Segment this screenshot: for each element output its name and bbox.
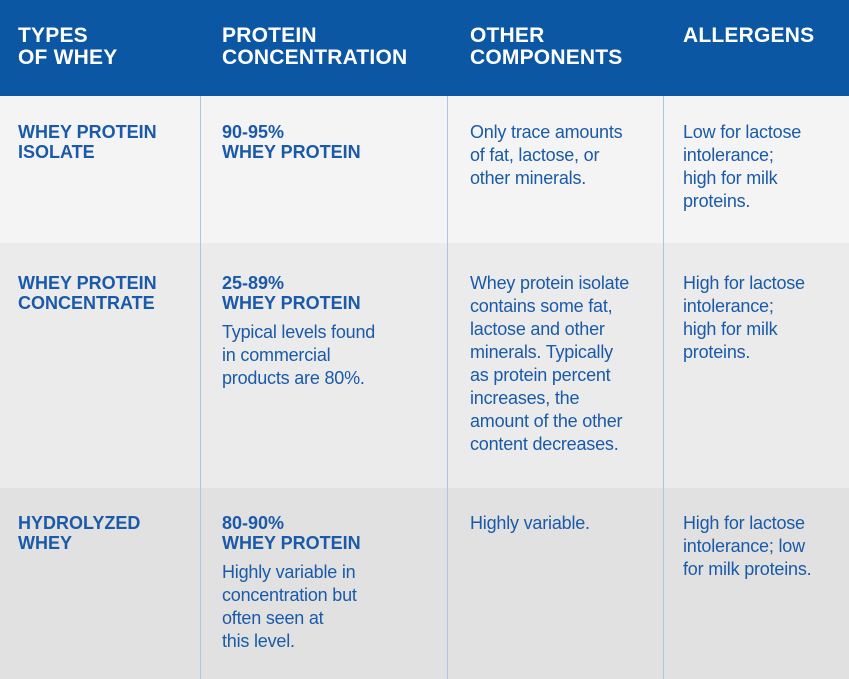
other-text: lactose and other xyxy=(470,319,605,339)
other-components: Whey protein isolate contains some fat, la… xyxy=(470,272,629,456)
other-text: Whey protein isolate xyxy=(470,273,630,293)
allergen-text: proteins. xyxy=(683,342,751,362)
concentration-note: Highly variable in concentration but often… xyxy=(222,561,361,653)
whey-type: WHEY PROTEIN CONCENTRATE xyxy=(18,273,157,313)
other-text: minerals. Typically xyxy=(470,342,613,362)
header-text: TYPES xyxy=(18,24,88,47)
concentration-text: 25-89% xyxy=(222,273,285,293)
allergen-text: Low for lactose xyxy=(683,122,802,142)
allergens: High for lactose intolerance; high for mil… xyxy=(683,272,805,364)
header-text: OF WHEY xyxy=(18,46,118,69)
header-band xyxy=(0,0,849,96)
type-text: CONCENTRATE xyxy=(18,293,155,313)
type-text: ISOLATE xyxy=(18,142,95,162)
note-text: in commercial xyxy=(222,345,331,365)
column-divider xyxy=(663,96,664,679)
type-text: HYDROLYZED xyxy=(18,513,141,533)
note-text: often seen at xyxy=(222,608,324,628)
other-text: amount of the other xyxy=(470,411,623,431)
allergen-text: high for milk xyxy=(683,168,778,188)
concentration-text: 90-95% xyxy=(222,122,285,142)
column-divider xyxy=(200,96,201,679)
other-text: content decreases. xyxy=(470,434,619,454)
note-text: Typical levels found xyxy=(222,322,376,342)
concentration-note: Typical levels found in commercial product… xyxy=(222,321,375,390)
header-text: COMPONENTS xyxy=(470,46,623,69)
other-text: Only trace amounts xyxy=(470,122,623,142)
allergens: Low for lactose intolerance; high for milk… xyxy=(683,121,801,213)
other-text: as protein percent xyxy=(470,365,611,385)
other-text: contains some fat, xyxy=(470,296,613,316)
allergen-text: High for lactose xyxy=(683,513,805,533)
concentration-text: WHEY PROTEIN xyxy=(222,293,361,313)
other-text: of fat, lactose, or xyxy=(470,145,600,165)
allergen-text: intolerance; low xyxy=(683,536,805,556)
allergen-text: intolerance; xyxy=(683,296,774,316)
row-band xyxy=(0,488,849,679)
note-text: Highly variable in xyxy=(222,562,356,582)
allergen-text: for milk proteins. xyxy=(683,559,812,579)
type-text: WHEY PROTEIN xyxy=(18,273,157,293)
concentration-headline: 90-95% WHEY PROTEIN xyxy=(222,122,361,162)
header-cell: PROTEIN CONCENTRATION xyxy=(222,25,407,69)
other-components: Only trace amounts of fat, lactose, or oth… xyxy=(470,121,623,190)
header-cell: TYPES OF WHEY xyxy=(18,25,117,69)
other-components: Highly variable. xyxy=(470,512,590,535)
other-text: increases, the xyxy=(470,388,580,408)
concentration-headline: 25-89% WHEY PROTEIN xyxy=(222,273,375,313)
note-text: products are 80%. xyxy=(222,368,365,388)
allergens: High for lactose intolerance; low for milk… xyxy=(683,512,812,581)
column-divider xyxy=(447,96,448,679)
row-band xyxy=(0,243,849,488)
header-cell: ALLERGENS xyxy=(683,25,814,47)
note-text: this level. xyxy=(222,631,295,651)
header-text: OTHER xyxy=(470,24,545,47)
allergen-text: High for lactose xyxy=(683,273,805,293)
allergen-text: high for milk xyxy=(683,319,778,339)
whey-type: WHEY PROTEIN ISOLATE xyxy=(18,122,157,162)
header-text: PROTEIN xyxy=(222,24,317,47)
concentration-cell: 90-95% WHEY PROTEIN xyxy=(222,122,361,162)
other-text: Highly variable. xyxy=(470,513,590,533)
type-text: WHEY PROTEIN xyxy=(18,122,157,142)
concentration-text: 80-90% xyxy=(222,513,285,533)
concentration-headline: 80-90% WHEY PROTEIN xyxy=(222,513,361,553)
note-text: concentration but xyxy=(222,585,357,605)
allergen-text: intolerance; xyxy=(683,145,774,165)
whey-type: HYDROLYZED WHEY xyxy=(18,513,140,553)
header-cell: OTHER COMPONENTS xyxy=(470,25,623,69)
other-text: other minerals. xyxy=(470,168,587,188)
row-band xyxy=(0,96,849,243)
type-text: WHEY xyxy=(18,533,72,553)
concentration-text: WHEY PROTEIN xyxy=(222,533,361,553)
concentration-cell: 80-90% WHEY PROTEIN Highly variable in conc… xyxy=(222,513,361,653)
allergen-text: proteins. xyxy=(683,191,751,211)
header-text: ALLERGENS xyxy=(683,24,815,47)
concentration-text: WHEY PROTEIN xyxy=(222,142,361,162)
header-text: CONCENTRATION xyxy=(222,46,408,69)
concentration-cell: 25-89% WHEY PROTEIN Typical levels found in… xyxy=(222,273,375,390)
